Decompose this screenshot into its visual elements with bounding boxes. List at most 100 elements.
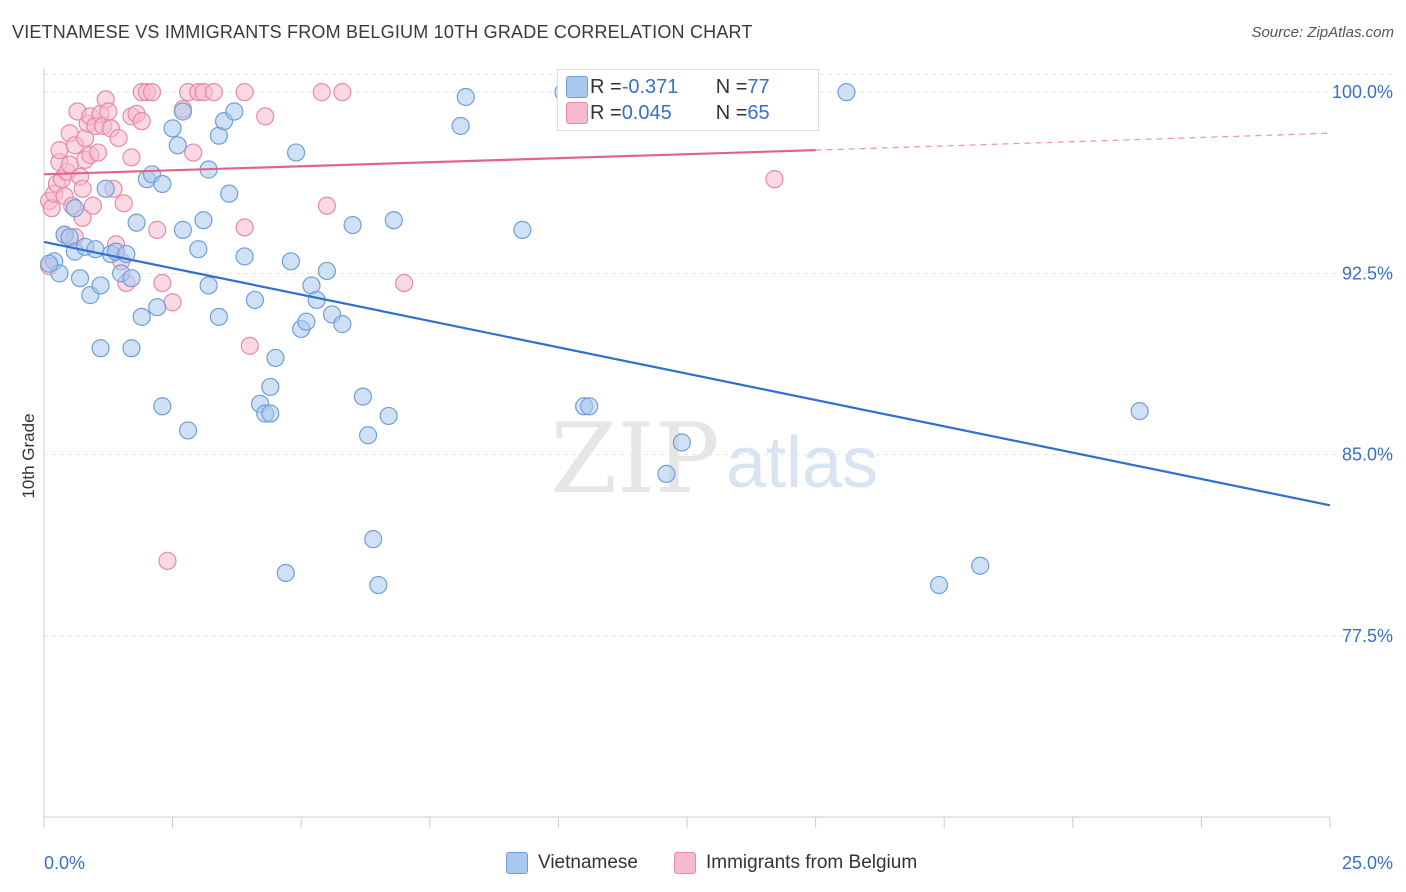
belgium-point <box>153 273 172 293</box>
belgium-point <box>312 83 331 102</box>
belgium-point <box>184 143 203 162</box>
y-tick-label: 77.5% <box>1342 626 1393 646</box>
belgium-point <box>333 83 352 102</box>
vietnamese-point <box>220 184 239 203</box>
belgium-point <box>235 83 254 102</box>
vietnamese-point <box>929 575 949 595</box>
axes <box>43 68 1331 828</box>
belgium-point <box>109 128 128 148</box>
vietnamese-point <box>297 312 316 331</box>
vietnamese-point <box>333 315 352 334</box>
vietnamese-point <box>266 348 285 368</box>
series-vietnamese-points <box>40 83 1149 595</box>
vietnamese-point <box>153 174 172 194</box>
y-tick-label: 100.0% <box>1332 82 1393 102</box>
trend-lines <box>43 132 1331 507</box>
correlation-legend: R = -0.371 N = 77 R = 0.045 N = 65 <box>557 69 819 131</box>
belgium-point <box>317 196 337 215</box>
legend-row-vietnamese: R = -0.371 N = 77 <box>566 74 770 100</box>
vietnamese-point <box>65 199 84 218</box>
vietnamese-point <box>1130 401 1149 421</box>
vietnamese-point <box>91 276 110 295</box>
vietnamese-point <box>837 83 856 102</box>
vietnamese-point <box>261 377 280 397</box>
belgium-point <box>99 102 118 121</box>
x-tick-labels: 0.0% 25.0% <box>44 853 1393 873</box>
belgium-point <box>88 143 108 162</box>
vietnamese-point <box>456 87 475 107</box>
x-tick-label: 0.0% <box>44 853 85 873</box>
vietnamese-point <box>173 220 192 239</box>
vietnamese-point <box>91 339 110 358</box>
legend-swatch-blue <box>566 76 588 98</box>
vietnamese-point <box>194 211 213 230</box>
legend-row-belgium: R = 0.045 N = 65 <box>566 100 770 126</box>
y-tick-label: 92.5% <box>1342 263 1393 283</box>
vietnamese-point <box>122 339 141 358</box>
belgium-point <box>394 273 414 293</box>
legend-r-value: 0.045 <box>621 101 672 124</box>
vietnamese-point <box>132 307 151 326</box>
legend-swatch-pink <box>674 852 696 874</box>
vietnamese-point <box>148 298 167 317</box>
vietnamese-point <box>364 530 383 549</box>
legend-r-label: R = <box>590 101 622 124</box>
belgium-point <box>256 107 275 126</box>
belgium-point <box>765 170 784 189</box>
vietnamese-point <box>168 136 187 155</box>
vietnamese-point <box>384 211 403 230</box>
series-legend: Vietnamese Immigrants from Belgium <box>0 852 1406 876</box>
vietnamese-point <box>199 276 218 295</box>
vietnamese-point <box>96 179 115 198</box>
vietnamese-point <box>127 213 146 232</box>
legend-n-label: N = <box>715 75 748 98</box>
vietnamese-point <box>70 269 90 288</box>
x-tick-label: 25.0% <box>1342 853 1393 873</box>
belgium-point <box>158 551 177 570</box>
vietnamese-point <box>971 556 990 575</box>
vietnamese-point <box>245 290 265 310</box>
vietnamese-point <box>580 397 599 416</box>
trend-line-belgium <box>43 149 816 176</box>
y-axis-label: 10th Grade <box>19 413 38 498</box>
belgium-point <box>240 336 259 355</box>
belgium-point <box>148 220 167 239</box>
vietnamese-point <box>163 119 182 138</box>
watermark: ZIP atlas <box>550 403 878 515</box>
belgium-point <box>163 293 182 312</box>
vietnamese-point <box>153 397 172 416</box>
trend-line-vietnamese <box>43 240 1331 507</box>
vietnamese-point <box>672 433 691 452</box>
legend-n-value: 65 <box>747 101 770 124</box>
vietnamese-point <box>86 240 105 259</box>
legend-item-belgium[interactable]: Immigrants from Belgium <box>674 852 917 874</box>
trend-line-belgium-extension <box>815 132 1331 151</box>
vietnamese-point <box>261 404 280 423</box>
vietnamese-point <box>513 220 532 239</box>
y-tick-label: 85.0% <box>1342 445 1393 465</box>
vietnamese-point <box>451 116 470 136</box>
vietnamese-point <box>40 254 59 273</box>
belgium-point <box>204 83 223 102</box>
vietnamese-point <box>189 240 208 259</box>
legend-r-label: R = <box>590 75 622 98</box>
vietnamese-point <box>225 102 244 121</box>
vietnamese-point <box>122 269 141 288</box>
legend-swatch-blue <box>506 852 528 874</box>
legend-r-value: -0.371 <box>621 75 679 98</box>
legend-label-belgium: Immigrants from Belgium <box>706 852 918 873</box>
legend-n-value: 77 <box>747 75 770 98</box>
watermark-atlas: atlas <box>726 423 878 503</box>
belgium-point <box>132 112 151 131</box>
legend-swatch-pink <box>566 102 588 124</box>
grid-lines <box>44 73 1392 637</box>
vietnamese-point <box>317 261 337 281</box>
vietnamese-point <box>235 247 254 266</box>
vietnamese-point <box>281 252 301 271</box>
legend-n-label: N = <box>715 101 748 124</box>
vietnamese-point <box>353 387 373 406</box>
vietnamese-point <box>379 406 398 426</box>
legend-item-vietnamese[interactable]: Vietnamese <box>506 852 638 874</box>
watermark-zip: ZIP <box>550 403 719 515</box>
